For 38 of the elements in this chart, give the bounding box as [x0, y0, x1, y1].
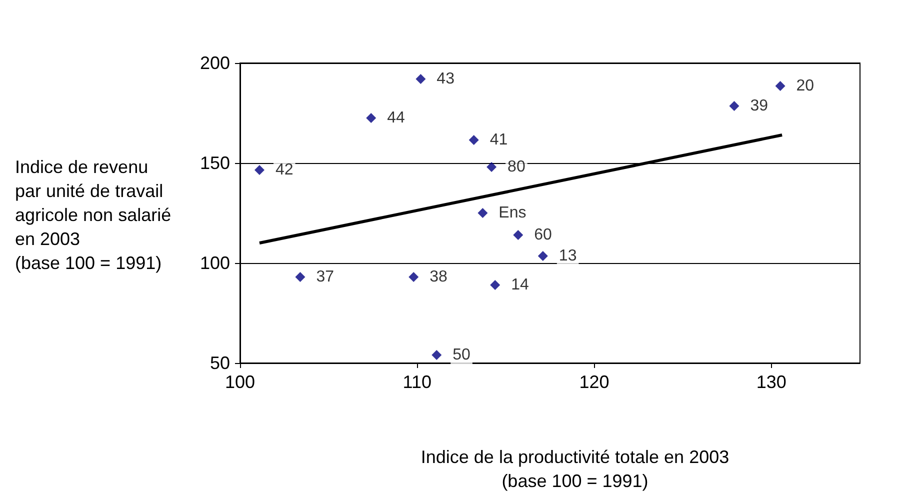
annotation: 13 [558, 248, 577, 264]
point [729, 101, 740, 111]
point [468, 135, 479, 145]
point [416, 74, 426, 84]
annotation: 42 [275, 162, 294, 178]
x-axis-title: Indice de la productivité totale en 2003 (base 100 = 1991) [420, 447, 730, 491]
point [775, 81, 786, 91]
annotation: 41 [490, 132, 508, 148]
y-tick-label: 100 [200, 253, 230, 273]
y-tick-label: 200 [200, 53, 230, 73]
point [478, 208, 488, 218]
point [254, 165, 264, 175]
annotation: 44 [387, 110, 405, 126]
point [408, 272, 419, 282]
x-tick-label: 120 [579, 372, 610, 392]
annotation: Ens [498, 204, 526, 222]
annotation: 60 [534, 226, 552, 244]
point [490, 280, 500, 290]
point [513, 230, 524, 240]
annotation: 39 [750, 98, 768, 114]
point [432, 350, 442, 360]
y-tick-label: 150 [200, 153, 230, 173]
y-axis-title: Indice de revenu par unité de travail agricole non salarié en 2003 (base 100 = 1991) [15, 157, 172, 273]
annotation: 50 [452, 346, 471, 364]
x-tick-label: 100 [224, 372, 256, 392]
annotation: 37 [316, 268, 334, 286]
point [486, 162, 497, 172]
annotation: 38 [430, 268, 448, 286]
point [295, 272, 306, 282]
y-tick-label: 50 [210, 353, 230, 373]
point [366, 113, 376, 123]
x-tick-label: 110 [402, 372, 432, 392]
point [538, 251, 548, 261]
annotation: 80 [508, 158, 526, 176]
annotation: 43 [436, 70, 455, 88]
annotation: 20 [796, 78, 814, 94]
annotation: 14 [511, 276, 529, 294]
x-tick-label: 130 [756, 372, 786, 392]
